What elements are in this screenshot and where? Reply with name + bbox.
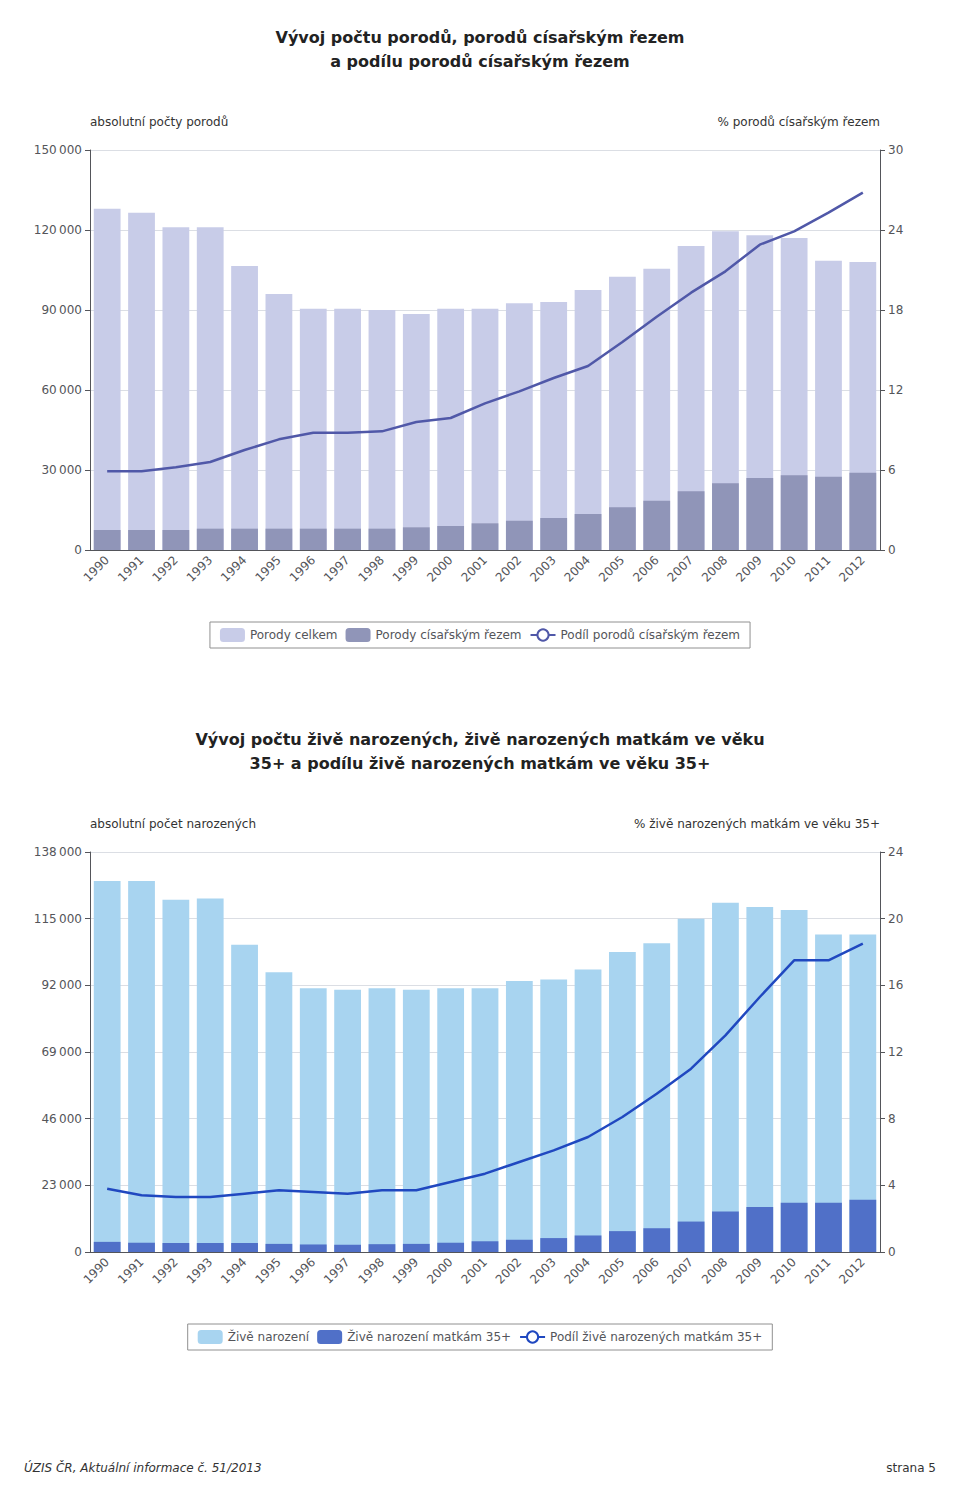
svg-text:1994: 1994 xyxy=(218,553,249,584)
svg-text:138 000: 138 000 xyxy=(34,845,82,859)
svg-text:Vývoj počtu porodů, porodů cís: Vývoj počtu porodů, porodů císařským řez… xyxy=(276,28,685,47)
svg-text:120 000: 120 000 xyxy=(34,223,82,237)
svg-text:1995: 1995 xyxy=(252,553,283,584)
svg-text:20: 20 xyxy=(888,912,903,926)
svg-text:115 000: 115 000 xyxy=(34,912,82,926)
svg-text:strana 5: strana 5 xyxy=(886,1461,936,1475)
svg-text:23 000: 23 000 xyxy=(41,1178,82,1192)
svg-text:2001: 2001 xyxy=(458,553,489,584)
svg-text:2006: 2006 xyxy=(630,1255,661,1286)
svg-text:Živě narození: Živě narození xyxy=(228,1329,310,1344)
svg-text:35+ a podílu živě narozených m: 35+ a podílu živě narozených matkám ve v… xyxy=(250,754,711,773)
svg-text:Živě narození matkám 35+: Živě narození matkám 35+ xyxy=(347,1329,511,1344)
svg-text:2010: 2010 xyxy=(768,1255,799,1286)
svg-text:1998: 1998 xyxy=(355,1255,386,1286)
svg-text:2012: 2012 xyxy=(836,553,867,584)
svg-text:12: 12 xyxy=(888,1045,903,1059)
svg-text:1992: 1992 xyxy=(149,553,180,584)
svg-text:Podíl živě narozených matkám 3: Podíl živě narozených matkám 35+ xyxy=(550,1330,762,1344)
svg-text:2004: 2004 xyxy=(562,553,593,584)
svg-text:2008: 2008 xyxy=(699,1255,730,1286)
svg-text:2011: 2011 xyxy=(802,553,833,584)
svg-text:2004: 2004 xyxy=(562,1255,593,1286)
svg-text:a podílu porodů císařským řeze: a podílu porodů císařským řezem xyxy=(330,52,630,71)
svg-text:30: 30 xyxy=(888,143,903,157)
svg-text:1993: 1993 xyxy=(184,1255,215,1286)
svg-text:0: 0 xyxy=(74,1245,82,1259)
svg-text:24: 24 xyxy=(888,223,903,237)
svg-text:0: 0 xyxy=(888,543,896,557)
svg-text:2009: 2009 xyxy=(733,1255,764,1286)
svg-text:0: 0 xyxy=(888,1245,896,1259)
svg-text:ÚZIS ČR, Aktuální informace č.: ÚZIS ČR, Aktuální informace č. 51/2013 xyxy=(24,1460,262,1475)
svg-text:Porody celkem: Porody celkem xyxy=(250,628,338,642)
svg-text:2005: 2005 xyxy=(596,1255,627,1286)
svg-text:8: 8 xyxy=(888,1112,896,1126)
svg-text:2006: 2006 xyxy=(630,553,661,584)
svg-text:150 000: 150 000 xyxy=(34,143,82,157)
svg-text:2001: 2001 xyxy=(458,1255,489,1286)
svg-text:% porodů císařským řezem: % porodů císařským řezem xyxy=(718,115,881,129)
svg-text:0: 0 xyxy=(74,543,82,557)
svg-text:18: 18 xyxy=(888,303,903,317)
svg-text:2005: 2005 xyxy=(596,553,627,584)
svg-text:1997: 1997 xyxy=(321,1255,352,1286)
svg-text:90 000: 90 000 xyxy=(41,303,82,317)
svg-text:1992: 1992 xyxy=(149,1255,180,1286)
svg-text:2012: 2012 xyxy=(836,1255,867,1286)
svg-text:Porody císařským řezem: Porody císařským řezem xyxy=(376,628,522,642)
svg-text:60 000: 60 000 xyxy=(41,383,82,397)
svg-text:2002: 2002 xyxy=(493,553,524,584)
svg-text:Vývoj počtu živě narozených, ž: Vývoj počtu živě narozených, živě naroze… xyxy=(195,730,764,749)
svg-text:4: 4 xyxy=(888,1178,896,1192)
svg-text:2003: 2003 xyxy=(527,1255,558,1286)
svg-text:2008: 2008 xyxy=(699,553,730,584)
svg-text:12: 12 xyxy=(888,383,903,397)
svg-text:2007: 2007 xyxy=(665,553,696,584)
svg-text:1993: 1993 xyxy=(184,553,215,584)
svg-text:16: 16 xyxy=(888,978,903,992)
svg-text:absolutní počet narozených: absolutní počet narozených xyxy=(90,817,256,831)
svg-text:6: 6 xyxy=(888,463,896,477)
svg-text:1990: 1990 xyxy=(81,1255,112,1286)
svg-text:1990: 1990 xyxy=(81,553,112,584)
svg-text:2010: 2010 xyxy=(768,553,799,584)
svg-text:92 000: 92 000 xyxy=(41,978,82,992)
svg-text:1994: 1994 xyxy=(218,1255,249,1286)
svg-text:% živě narozených matkám ve vě: % živě narozených matkám ve věku 35+ xyxy=(634,817,880,831)
svg-text:2000: 2000 xyxy=(424,1255,455,1286)
svg-text:1996: 1996 xyxy=(287,553,318,584)
svg-text:1999: 1999 xyxy=(390,1255,421,1286)
svg-text:1995: 1995 xyxy=(252,1255,283,1286)
svg-text:2007: 2007 xyxy=(665,1255,696,1286)
svg-text:2000: 2000 xyxy=(424,553,455,584)
svg-text:1999: 1999 xyxy=(390,553,421,584)
svg-text:absolutní počty porodů: absolutní počty porodů xyxy=(90,115,228,129)
svg-text:69 000: 69 000 xyxy=(41,1045,82,1059)
svg-text:2011: 2011 xyxy=(802,1255,833,1286)
svg-text:24: 24 xyxy=(888,845,903,859)
svg-text:1996: 1996 xyxy=(287,1255,318,1286)
svg-text:1991: 1991 xyxy=(115,1255,146,1286)
svg-text:1997: 1997 xyxy=(321,553,352,584)
svg-text:46 000: 46 000 xyxy=(41,1112,82,1126)
svg-text:2003: 2003 xyxy=(527,553,558,584)
svg-text:1991: 1991 xyxy=(115,553,146,584)
svg-text:30 000: 30 000 xyxy=(41,463,82,477)
svg-text:2009: 2009 xyxy=(733,553,764,584)
svg-text:2002: 2002 xyxy=(493,1255,524,1286)
svg-text:1998: 1998 xyxy=(355,553,386,584)
svg-text:Podíl porodů císařským řezem: Podíl porodů císařským řezem xyxy=(561,628,741,642)
